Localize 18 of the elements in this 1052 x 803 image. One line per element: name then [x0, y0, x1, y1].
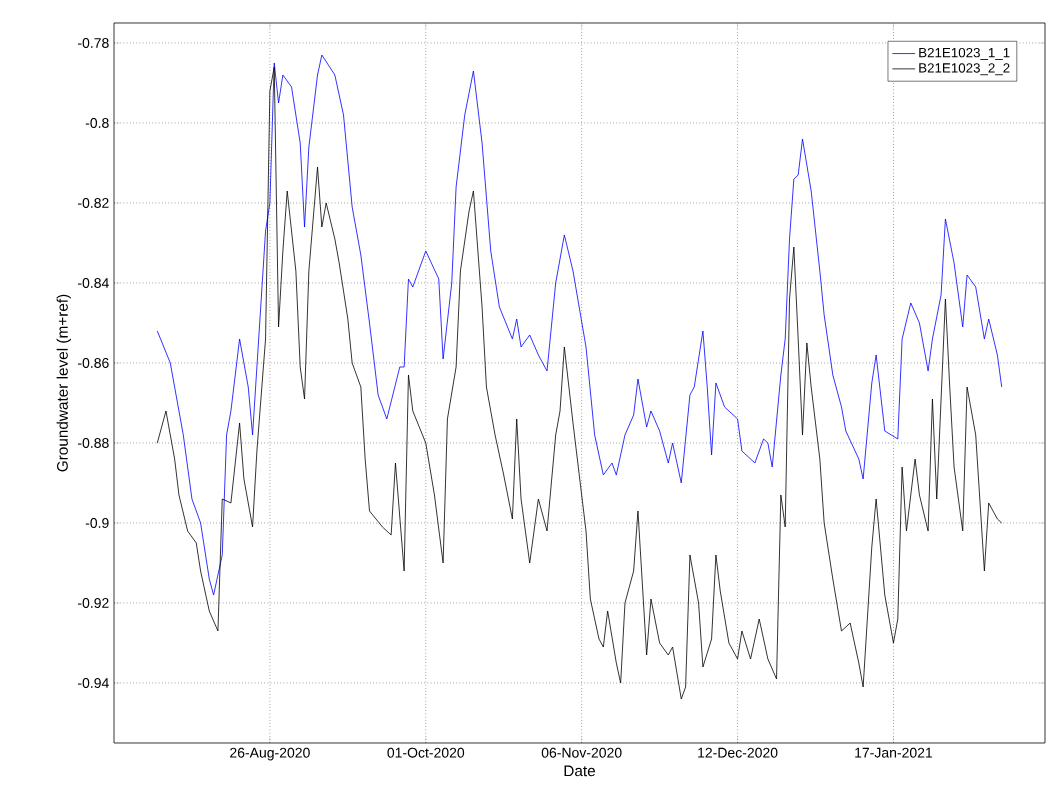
x-tick-label: 06-Nov-2020	[541, 747, 622, 758]
x-tick-label: 26-Aug-2020	[230, 747, 310, 761]
y-tick-label: -0.86	[78, 358, 109, 368]
y-tick-label: -0.8	[85, 118, 109, 128]
y-tick-label: -0.94	[78, 678, 109, 688]
x-tick-label: 17-Jan-2021	[855, 747, 933, 758]
y-axis-title: Groundwater level (m+ref)	[56, 294, 71, 472]
y-tick-label: -0.82	[78, 198, 109, 208]
y-tick-label: -0.92	[78, 598, 109, 608]
y-tick-label: -0.78	[78, 38, 109, 48]
y-tick-label: -0.9	[85, 518, 109, 528]
x-axis-title: Date	[564, 765, 596, 777]
x-tick-label: 01-Oct-2020	[387, 747, 465, 758]
y-tick-label: -0.88	[78, 438, 109, 448]
x-tick-label: 12-Dec-2020	[698, 747, 778, 758]
legend-label: B21E1023_2_2	[919, 63, 1010, 76]
legend-label: B21E1023_1_1	[919, 47, 1010, 60]
y-tick-label: -0.84	[78, 278, 109, 288]
